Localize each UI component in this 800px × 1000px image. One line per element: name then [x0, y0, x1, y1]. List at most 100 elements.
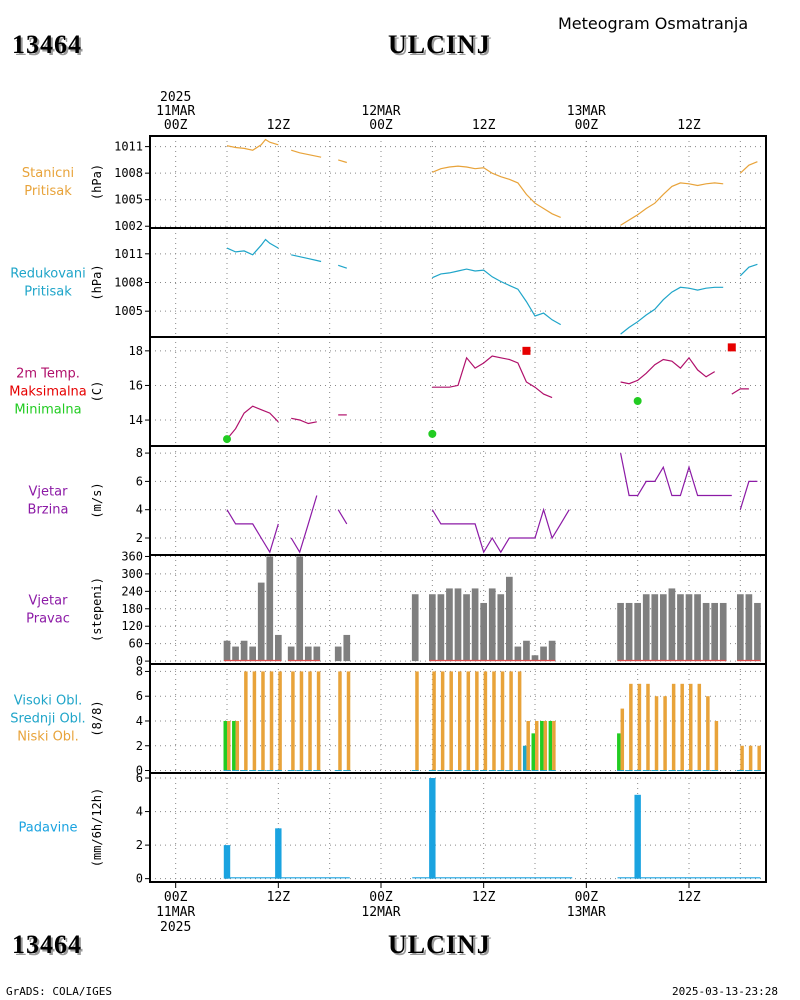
panel-label: Pritisak: [24, 184, 72, 199]
y-axis-unit: (hPa): [90, 264, 104, 300]
y-axis-unit: (C): [90, 381, 104, 403]
bar: [523, 640, 530, 662]
cloud-low-bar: [552, 720, 556, 771]
time-label-bottom: 00Z: [575, 890, 599, 905]
time-label-bottom: 12Z: [677, 890, 701, 905]
cloud-low-bar: [235, 720, 240, 771]
time-label-bottom: 2025: [160, 920, 191, 935]
panel-label: 2m Temp.: [16, 367, 80, 382]
bar: [531, 655, 539, 662]
y-tick-label: 6: [136, 474, 143, 488]
cloud-low-bar: [500, 671, 505, 771]
panel-label: Redukovani: [10, 267, 85, 282]
y-tick-label: 60: [129, 637, 143, 651]
bar: [313, 646, 321, 662]
bar: [429, 778, 436, 879]
cloud-low-bar: [299, 671, 304, 771]
y-tick-label: 4: [136, 805, 143, 819]
bar: [232, 646, 239, 662]
y-tick-label: 2: [136, 838, 143, 852]
cloud-low-bar: [291, 671, 295, 771]
series-line: [226, 405, 279, 440]
cloud-low-bar: [689, 683, 693, 771]
bar: [617, 602, 624, 662]
bar: [275, 828, 282, 879]
bar: [257, 582, 265, 662]
series-line: [432, 165, 561, 218]
y-tick-label: 2: [136, 739, 143, 753]
bar: [668, 588, 676, 662]
series-line: [739, 480, 758, 510]
panel-frame: [149, 227, 767, 338]
time-label-top: 11MAR: [156, 104, 195, 119]
meteogram-subtitle: Meteogram Osmatranja: [558, 14, 749, 33]
series-line: [291, 417, 317, 425]
cloud-low-bar: [629, 683, 633, 771]
panel-frame: [149, 135, 767, 229]
bar: [488, 588, 496, 662]
y-tick-label: 180: [121, 602, 143, 616]
time-label-bottom: 13MAR: [567, 905, 606, 920]
cloud-low-bar: [440, 671, 445, 771]
cloud-low-bar: [748, 745, 753, 771]
bar: [249, 646, 257, 662]
cloud-high-bar: [540, 720, 544, 771]
bar: [540, 646, 547, 662]
cloud-low-bar: [227, 720, 231, 771]
y-tick-label: 4: [136, 714, 143, 728]
y-tick-label: 1008: [114, 166, 143, 180]
time-label-bottom: 12MAR: [361, 905, 400, 920]
cloud-low-bar: [261, 671, 265, 771]
time-label-top: 12Z: [677, 118, 701, 133]
panel-label: Pritisak: [24, 285, 72, 300]
bar: [745, 594, 753, 662]
cloud-low-bar: [346, 671, 351, 771]
cloud-mid-bar: [522, 745, 527, 771]
bar: [625, 602, 633, 662]
min-temp-marker: [223, 435, 231, 444]
cloud-high-bar: [223, 720, 227, 771]
cloud-low-bar: [620, 708, 625, 771]
bar: [702, 602, 710, 662]
bar: [223, 640, 231, 662]
series-line: [432, 355, 553, 399]
y-tick-label: 6: [136, 771, 143, 785]
bar: [497, 594, 505, 662]
cloud-low-bar: [706, 696, 710, 771]
bar: [548, 640, 556, 662]
panel-label: Pravac: [26, 612, 70, 627]
bar: [634, 602, 642, 662]
series-line: [226, 509, 279, 554]
cloud-low-bar: [449, 671, 453, 771]
bar: [454, 588, 462, 662]
panel-label: Niski Obl.: [17, 730, 79, 745]
series-line: [338, 159, 347, 164]
bar: [437, 594, 445, 662]
bar: [694, 594, 701, 662]
bar: [266, 556, 274, 662]
bar: [711, 602, 719, 662]
panel-label: Minimalna: [14, 403, 81, 418]
station-name-top: ULCINJ: [388, 30, 491, 59]
panel-label: Vjetar: [29, 485, 69, 500]
panel-label: Srednji Obl.: [10, 712, 85, 727]
panel-frame: [149, 772, 767, 883]
bar: [343, 634, 351, 662]
cloud-low-bar: [663, 696, 667, 771]
cloud-low-bar: [509, 671, 513, 771]
bar: [754, 602, 761, 662]
time-label-top: 00Z: [164, 118, 188, 133]
bar: [736, 594, 744, 662]
time-label-bottom: 11MAR: [156, 905, 195, 920]
time-label-top: 2025: [160, 90, 191, 105]
series-line: [291, 149, 322, 158]
cloud-low-bar: [415, 671, 419, 771]
y-tick-label: 2: [136, 531, 143, 545]
cloud-low-bar: [543, 720, 548, 771]
bar: [719, 602, 727, 662]
station-id-bottom: 13464: [12, 930, 82, 959]
time-label-top: 12MAR: [361, 104, 400, 119]
bar: [287, 646, 295, 662]
bar: [505, 576, 513, 662]
